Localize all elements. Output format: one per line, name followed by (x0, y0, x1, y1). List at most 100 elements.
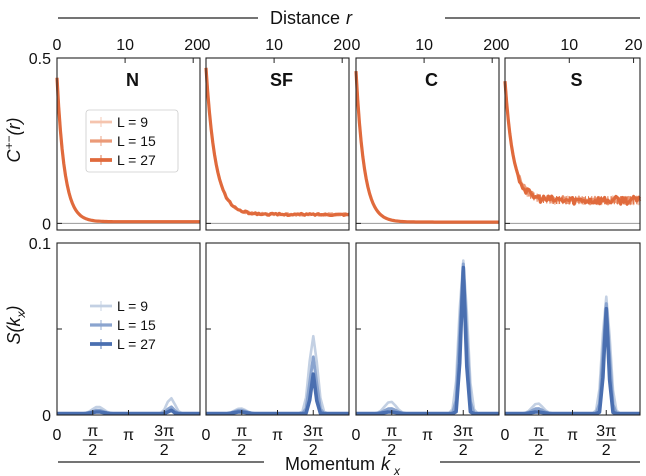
top-panel-sf: 0 10 20 SF (202, 37, 351, 231)
panel-title: C (425, 70, 438, 90)
top-y-label: C+−(r) (2, 118, 24, 163)
series-L15 (503, 81, 642, 206)
x-tick-label: π (123, 427, 134, 444)
bottom-panel-4: 0 π 2 π 3π 2 (501, 242, 641, 459)
x-tick-label-denominator: 2 (309, 442, 318, 459)
series-L27 (206, 372, 349, 416)
x-tick-label: 10 (560, 37, 578, 54)
top-y-label-sup: +− (2, 135, 16, 149)
series-L15 (356, 262, 499, 416)
x-tick-label-numerator: 3π (453, 423, 473, 440)
series-L9 (206, 334, 349, 415)
x-tick-label: 20 (184, 37, 202, 54)
bottom-legend: L = 9 L = 15 L = 27 (90, 298, 156, 352)
bottom-axis-title-var: k (381, 454, 391, 474)
panel-title: N (126, 70, 139, 90)
x-tick-label: 10 (415, 37, 433, 54)
legend-label: L = 9 (117, 114, 148, 130)
x-tick-label: 0 (53, 427, 62, 444)
x-tick-label: 10 (116, 37, 134, 54)
x-tick-label-denominator: 2 (459, 442, 468, 459)
panel-frame (205, 242, 350, 416)
x-tick-label-numerator: π (533, 423, 544, 440)
x-tick-label-numerator: π (236, 423, 247, 440)
y-tick-label: 0 (42, 408, 51, 425)
series-L9 (204, 67, 350, 217)
x-tick-label: π (272, 427, 283, 444)
x-tick-label-denominator: 2 (237, 442, 246, 459)
legend-label: L = 27 (117, 152, 156, 168)
panel-title: S (570, 70, 582, 90)
legend-label: L = 27 (117, 336, 156, 352)
top-legend: L = 9 L = 15 L = 27 (85, 109, 179, 173)
x-tick-label: 0 (352, 37, 361, 54)
bottom-y-label-main: S(k (4, 317, 24, 345)
panel-frame (56, 57, 201, 231)
y-tick-label: 0 (42, 216, 51, 233)
top-panel-s: 0 10 20 S (501, 37, 643, 231)
top-axis-title-text: Distance (270, 8, 340, 28)
top-y-label-main: C (4, 149, 24, 163)
x-tick-label-numerator: π (87, 423, 98, 440)
bottom-axis-title: Momentum k x (58, 454, 640, 476)
x-tick-label-denominator: 2 (160, 442, 169, 459)
legend-label: L = 9 (117, 298, 148, 314)
top-y-label-tail: (r) (4, 118, 24, 136)
x-tick-label-denominator: 2 (602, 442, 611, 459)
panel-frame (504, 57, 641, 231)
panel-frame (205, 57, 350, 231)
x-tick-label: π (422, 427, 433, 444)
x-tick-label-denominator: 2 (88, 442, 97, 459)
svg-text:S(kx): S(kx) (4, 306, 28, 345)
series-L9 (354, 71, 499, 224)
x-tick-label: 0 (53, 37, 62, 54)
x-tick-label: 0 (501, 37, 510, 54)
y-tick-label: 0.5 (29, 51, 51, 68)
x-tick-label-numerator: π (386, 423, 397, 440)
series-L27 (204, 67, 350, 217)
y-tick-label: 0.1 (29, 236, 51, 253)
x-tick-label-denominator: 2 (534, 442, 543, 459)
bottom-y-label-sub: x (14, 311, 28, 319)
x-tick-label: π (567, 427, 578, 444)
series-L15 (505, 302, 640, 416)
series-L9 (356, 259, 499, 415)
series-L27 (356, 265, 499, 416)
x-tick-label-numerator: 3π (154, 423, 174, 440)
bottom-y-label-tail: ) (4, 306, 24, 314)
bottom-panel-1: 0 π 2 π 3π 2 0 0.1 (29, 236, 201, 459)
bottom-y-label: S(kx) (4, 306, 28, 345)
top-axis-title-var: r (346, 8, 353, 28)
series-L27 (354, 71, 499, 224)
bottom-panel-3: 0 π 2 π 3π 2 (352, 242, 500, 459)
x-tick-label-denominator: 2 (387, 442, 396, 459)
bottom-axis-title-sub: x (393, 464, 401, 476)
x-tick-label: 0 (501, 427, 510, 444)
svg-text:C+−(r): C+−(r) (2, 118, 24, 163)
x-tick-label: 0 (202, 427, 211, 444)
bottom-axis-title-text: Momentum (285, 454, 375, 474)
panel-frame (504, 242, 641, 416)
panel-frame (355, 242, 500, 416)
bottom-panel-2: 0 π 2 π 3π 2 (202, 242, 350, 459)
x-tick-label: 0 (352, 427, 361, 444)
legend-label: L = 15 (117, 317, 156, 333)
legend-label: L = 15 (117, 133, 156, 149)
top-panel-c: 0 10 20 C (352, 37, 501, 231)
x-tick-label: 20 (625, 37, 643, 54)
series-L15 (206, 355, 349, 416)
x-tick-label: 20 (333, 37, 351, 54)
legend-box (85, 109, 179, 173)
x-tick-label-numerator: 3π (596, 423, 616, 440)
x-tick-label: 0 (202, 37, 211, 54)
top-axis-title: Distance r (58, 8, 640, 28)
x-tick-label: 20 (483, 37, 501, 54)
panel-frame (355, 57, 500, 231)
series-L27 (55, 77, 200, 224)
series-L15 (204, 67, 350, 217)
panel-title: SF (270, 70, 293, 90)
series-L15 (354, 71, 499, 224)
series-L9 (505, 295, 640, 415)
